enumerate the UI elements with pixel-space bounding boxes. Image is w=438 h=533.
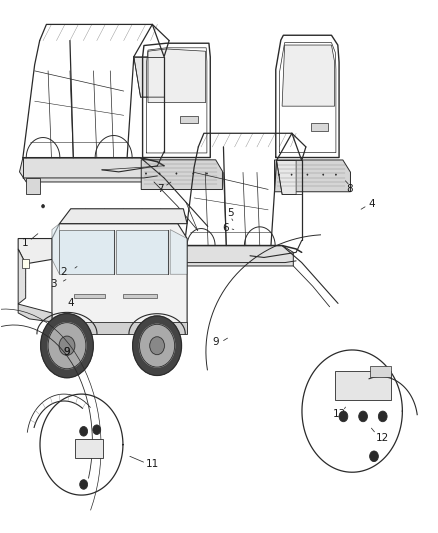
Text: 9: 9 [64,346,71,357]
Polygon shape [52,224,187,334]
Circle shape [140,324,175,367]
Polygon shape [148,49,205,103]
Text: 9: 9 [212,337,219,347]
Text: 11: 11 [146,459,159,469]
Circle shape [359,411,367,422]
Text: 2: 2 [61,267,67,277]
Polygon shape [52,322,187,334]
Text: 12: 12 [376,433,389,443]
Polygon shape [275,160,350,192]
Polygon shape [18,304,52,322]
Text: 8: 8 [346,184,353,195]
Text: 1: 1 [21,238,28,247]
Circle shape [206,173,208,174]
Text: 9: 9 [64,346,71,357]
Polygon shape [370,366,392,376]
Polygon shape [181,246,293,266]
Circle shape [370,451,378,462]
Polygon shape [18,249,26,304]
Polygon shape [18,239,52,264]
Polygon shape [20,158,154,182]
Circle shape [48,322,86,369]
Polygon shape [276,160,296,195]
Polygon shape [116,230,168,274]
Text: 4: 4 [67,297,74,308]
Circle shape [193,173,194,174]
Text: 13: 13 [332,409,346,419]
Text: 3: 3 [50,279,57,289]
Circle shape [307,174,308,175]
Circle shape [145,173,147,174]
Circle shape [93,425,101,434]
Polygon shape [26,178,40,194]
Circle shape [291,174,292,175]
Circle shape [80,480,88,489]
Circle shape [41,314,93,378]
Circle shape [59,336,75,356]
Circle shape [133,316,181,375]
Polygon shape [282,45,335,106]
Polygon shape [180,116,198,123]
Polygon shape [22,260,29,268]
Circle shape [378,411,387,422]
Polygon shape [134,56,157,97]
Text: 4: 4 [368,199,375,209]
Polygon shape [52,224,60,274]
Circle shape [323,174,324,175]
Polygon shape [74,294,105,298]
Text: 5: 5 [227,208,233,219]
Text: 6: 6 [223,223,230,233]
Circle shape [176,173,177,174]
Polygon shape [123,294,157,298]
Polygon shape [75,439,103,458]
Circle shape [80,426,88,436]
Polygon shape [60,230,114,274]
Circle shape [159,173,160,174]
Circle shape [150,337,164,354]
Polygon shape [60,209,187,224]
Text: 7: 7 [157,184,163,195]
Polygon shape [170,230,187,274]
Polygon shape [141,160,223,190]
Polygon shape [335,371,392,400]
Circle shape [42,205,44,208]
Circle shape [339,411,348,422]
Polygon shape [311,123,328,131]
